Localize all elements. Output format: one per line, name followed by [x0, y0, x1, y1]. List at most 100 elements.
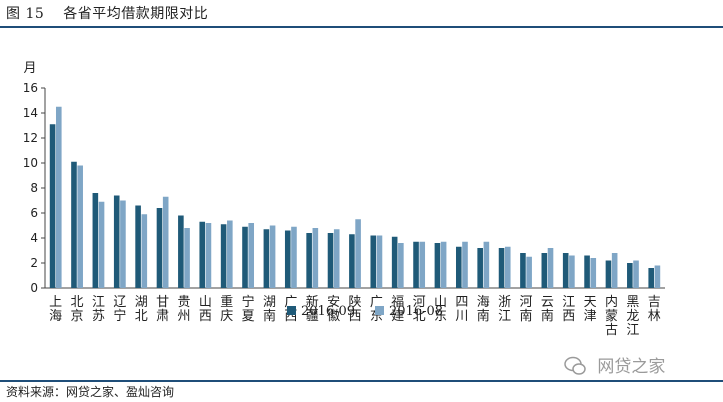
y-tick-label: 10: [23, 156, 38, 170]
watermark-text: 网贷之家: [597, 357, 666, 377]
x-tick-label: 宁: [113, 308, 126, 324]
bottom-rule: [0, 380, 723, 382]
bar-series-2: [547, 248, 554, 288]
x-tick-label: 四: [455, 295, 468, 310]
bar-series-1: [477, 248, 483, 288]
y-tick-label: 6: [30, 206, 38, 220]
x-tick-label: 内: [605, 294, 618, 310]
bar-series-2: [248, 223, 255, 288]
x-tick-label: 北: [413, 309, 426, 324]
bar-series-2: [355, 219, 361, 288]
x-tick-label: 北: [135, 309, 148, 324]
bar-series-1: [220, 224, 227, 288]
bar-series-1: [135, 205, 141, 288]
x-tick-label: 吉: [648, 295, 661, 310]
bar-series-1: [49, 124, 56, 288]
bar-series-1: [455, 246, 462, 288]
bar-series-2: [120, 200, 126, 288]
y-tick-label: 2: [30, 256, 38, 270]
bar-series-1: [520, 253, 526, 288]
bar-series-1: [562, 253, 569, 288]
x-tick-label: 云: [541, 295, 554, 310]
x-tick-label: 南: [541, 308, 554, 324]
bar-series-1: [71, 161, 77, 288]
bar-series-2: [162, 196, 169, 288]
x-tick-label: 黑: [626, 295, 639, 310]
x-tick-label: 北: [71, 295, 84, 310]
bar-series-2: [77, 165, 83, 288]
x-tick-label: 龙: [626, 309, 639, 324]
x-tick-label: 湖: [263, 295, 276, 310]
x-tick-label: 建: [391, 309, 404, 324]
bar-series-1: [391, 236, 398, 288]
bar-series-2: [291, 226, 297, 288]
bar-series-1: [498, 248, 505, 288]
y-tick-label: 4: [30, 231, 38, 245]
x-tick-label: 福: [391, 295, 404, 310]
x-tick-label: 河: [413, 295, 426, 310]
bar-series-1: [648, 268, 655, 288]
bar-series-2: [462, 241, 468, 288]
y-tick-label: 16: [23, 81, 38, 95]
x-tick-label: 西: [199, 309, 212, 324]
bar-series-2: [633, 260, 639, 288]
bar-series-2: [227, 220, 233, 288]
y-tick-label: 0: [30, 281, 38, 295]
x-tick-label: 庆: [220, 309, 233, 324]
x-tick-label: 山: [434, 295, 447, 310]
y-tick-label: 12: [23, 131, 38, 145]
x-tick-label: 南: [520, 308, 533, 324]
x-tick-label: 徽: [327, 309, 340, 324]
bar-series-2: [333, 229, 340, 288]
bar-series-2: [504, 246, 511, 288]
x-tick-label: 湖: [135, 295, 148, 310]
bar-series-1: [242, 226, 248, 288]
x-tick-label: 南: [263, 308, 276, 324]
x-tick-label: 贵: [177, 295, 190, 310]
wechat-logo-icon: [564, 356, 586, 375]
legend-label: 2016-08: [389, 304, 443, 319]
figure-title-text: 各省平均借款期限对比: [63, 6, 209, 22]
figure-title: 图 15 各省平均借款期限对比: [6, 3, 208, 23]
x-tick-label: 上: [49, 295, 62, 310]
y-tick-label: 14: [23, 106, 38, 120]
bar-series-2: [98, 201, 105, 288]
bar-series-1: [413, 241, 419, 288]
x-tick-label: 江: [562, 295, 575, 310]
source-note: 资料来源：网贷之家、盈灿咨询: [6, 385, 175, 399]
x-tick-label: 天: [584, 295, 597, 310]
bar-series-1: [263, 229, 270, 288]
x-tick-label: 重: [220, 294, 233, 310]
x-tick-label: 海: [477, 295, 490, 310]
x-tick-label: 辽: [113, 295, 126, 310]
bar-series-2: [269, 225, 276, 288]
legend-label: 2016-09: [301, 304, 355, 319]
bar-series-1: [113, 195, 120, 288]
bar-series-1: [92, 193, 99, 288]
x-tick-label: 安: [327, 295, 340, 310]
bar-series-1: [199, 221, 206, 288]
x-tick-label: 江: [626, 323, 639, 338]
x-tick-label: 山: [199, 295, 212, 310]
x-tick-label: 川: [455, 309, 468, 324]
bar-series-2: [141, 214, 148, 288]
bar-series-2: [376, 235, 383, 288]
x-tick-label: 肃: [156, 309, 169, 324]
x-tick-label: 海: [49, 309, 62, 324]
bar-series-2: [569, 255, 575, 288]
bar-series-1: [370, 235, 377, 288]
figure-number: 15: [25, 6, 45, 22]
x-tick-label: 苏: [92, 308, 105, 324]
x-tick-label: 宁: [242, 294, 255, 310]
x-tick-label: 古: [605, 323, 618, 338]
x-tick-label: 浙: [498, 295, 511, 310]
bar-series-1: [306, 233, 312, 288]
legend-swatch: [375, 306, 384, 315]
bar-series-2: [526, 256, 532, 288]
bar-series-1: [584, 255, 590, 288]
bar-series-2: [312, 228, 319, 288]
x-tick-label: 南: [477, 308, 490, 324]
bar-series-2: [55, 106, 62, 288]
bar-series-2: [440, 241, 447, 288]
x-tick-label: 州: [177, 309, 190, 324]
